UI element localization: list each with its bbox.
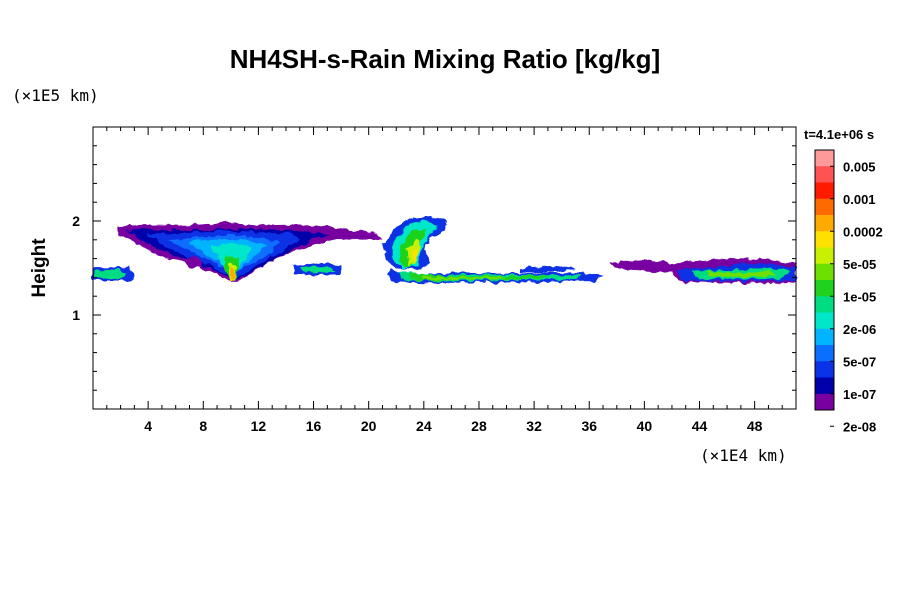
x-axis-unit: (×1E4 km) [700, 446, 787, 465]
blob-left-teal [95, 269, 127, 279]
colorbar-swatch [815, 247, 834, 265]
colorbar-label: 0.005 [843, 159, 876, 174]
y-tick-label: 1 [72, 307, 80, 323]
colorbar-label: 5e-05 [843, 257, 876, 272]
colorbar-swatch [815, 150, 834, 167]
colorbar-frame [814, 149, 835, 411]
colorbar: 0.005 0.001 0.0002 5e-05 1e-05 2e-06 5e-07 1e-0… [804, 127, 883, 434]
x-tick-label: 12 [251, 418, 267, 434]
colorbar-swatch [815, 280, 834, 297]
colorbar-label: 2e-08 [843, 419, 876, 434]
plot-frame [92, 126, 797, 410]
x-tick-label: 32 [526, 418, 542, 434]
colorbar-label: 0.001 [843, 192, 876, 207]
colorbar-label: 0.0002 [843, 224, 883, 239]
colorbar-swatch [815, 345, 834, 362]
colorbar-swatch [815, 182, 834, 200]
colorbar-swatch [815, 328, 834, 346]
colorbar-swatch [815, 361, 834, 378]
colorbar-swatch [815, 215, 834, 232]
x-tick-label: 28 [471, 418, 487, 434]
x-tick-label: 16 [306, 418, 322, 434]
blob-right-lg [706, 270, 776, 278]
colorbar-swatch [815, 198, 834, 216]
colorbar-label: 1e-05 [843, 289, 876, 304]
colorbar-swatch [815, 263, 834, 281]
blob-tower-yel [409, 248, 418, 261]
x-tick-label: 36 [581, 418, 597, 434]
x-tick-label: 8 [199, 418, 207, 434]
colorbar-swatch [815, 377, 834, 395]
x-tick-label: 4 [144, 418, 152, 434]
x-tick-label: 24 [416, 418, 432, 434]
time-label: t=4.1e+06 s [804, 127, 874, 142]
y-axis-unit: (×1E5 km) [12, 86, 99, 105]
mixing-ratio-field [92, 216, 797, 284]
x-tick-label: 20 [361, 418, 377, 434]
colorbar-swatch [815, 296, 834, 313]
colorbar-label: 2e-06 [843, 322, 876, 337]
blob-lower-bump [520, 265, 576, 273]
blob-upper-org [229, 267, 236, 279]
colorbar-swatch [815, 312, 834, 330]
colorbar-swatch [815, 393, 834, 411]
colorbar-label: 1e-07 [843, 387, 876, 402]
x-tick-label: 48 [747, 418, 763, 434]
colorbar-swatch [815, 231, 834, 248]
x-tick-label: 44 [692, 418, 708, 434]
y-tick-label: 2 [72, 213, 80, 229]
colorbar-label: 5e-07 [843, 354, 876, 369]
x-tick-label: 40 [637, 418, 653, 434]
chart-title: NH4SH-s-Rain Mixing Ratio [kg/kg] [229, 44, 661, 74]
blob-lower-lg [423, 276, 507, 280]
blob-side-1 [182, 256, 204, 269]
colorbar-swatch [815, 166, 834, 183]
blob-side-3 [299, 265, 335, 273]
